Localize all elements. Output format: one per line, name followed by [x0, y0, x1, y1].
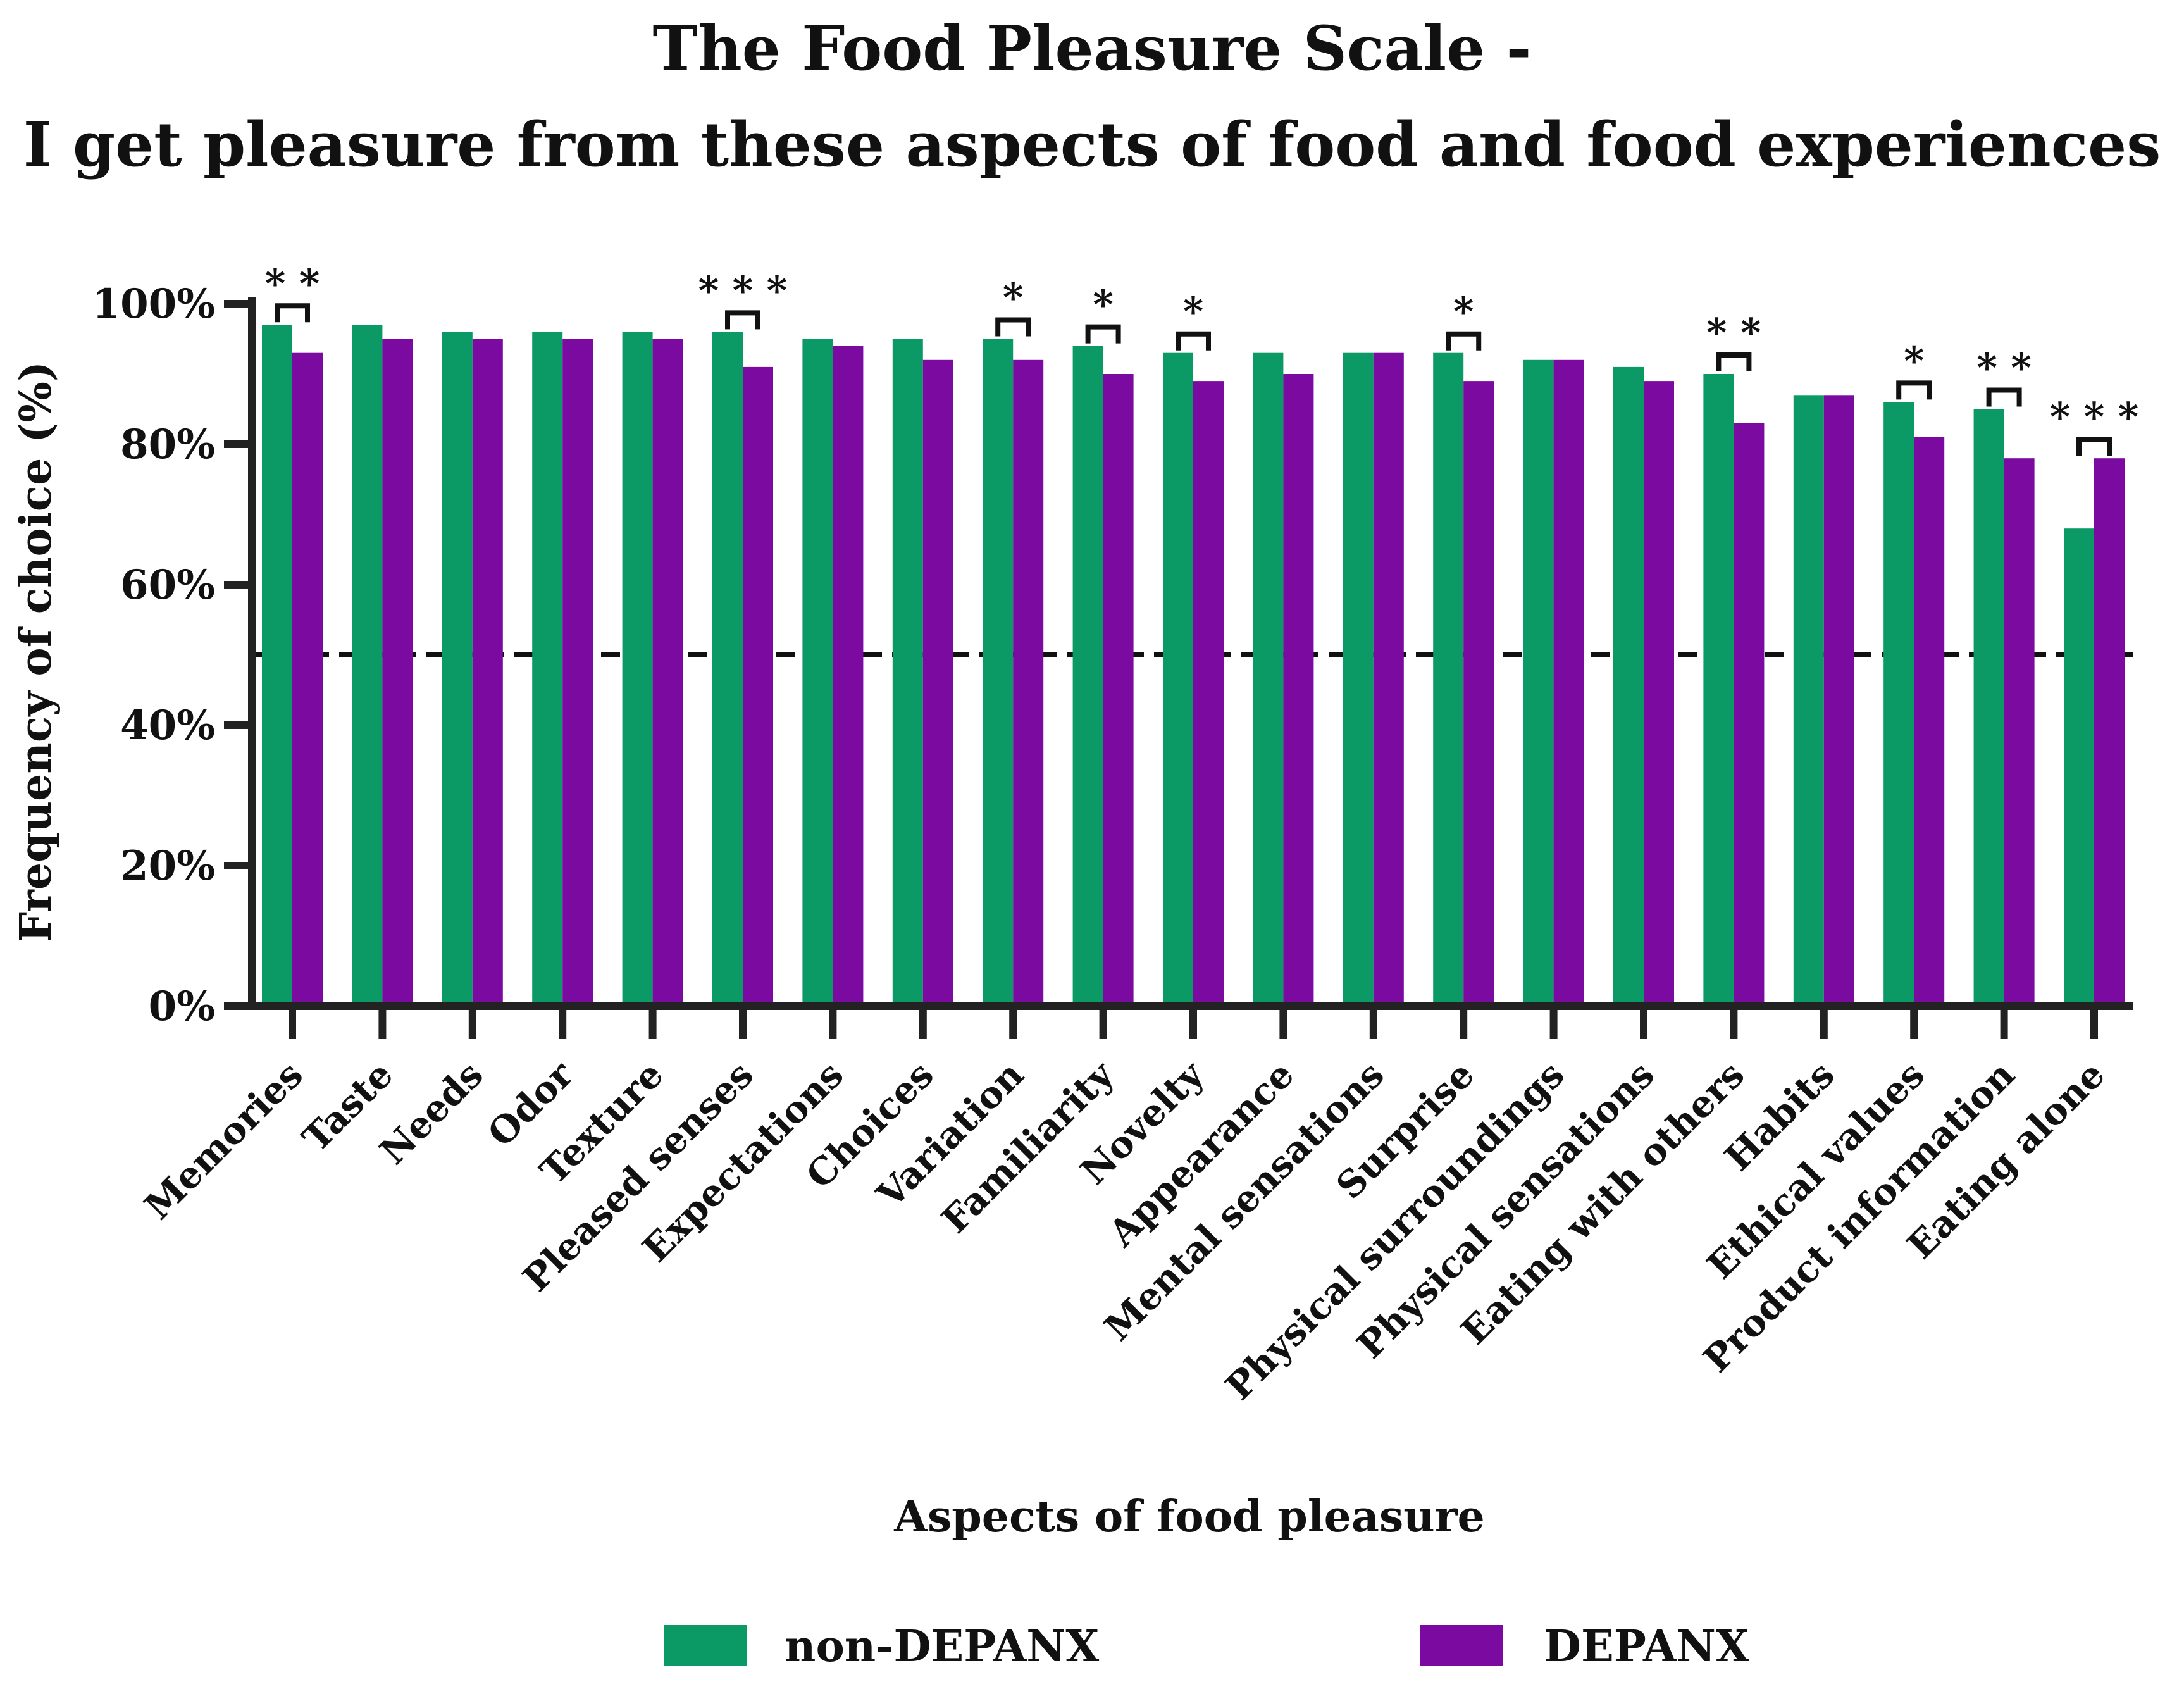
significance-stars-18: * [1904, 337, 1924, 383]
bar-depanx-17 [1823, 395, 1854, 1006]
significance-bracket-18 [1896, 380, 1932, 400]
significance-bracket-5 [725, 310, 760, 330]
bar-depanx-13 [1463, 381, 1494, 1006]
bar-non-depanx-7 [892, 339, 923, 1006]
axes: 0% 20% 40% 60% 80% 100% [92, 280, 2133, 1039]
x-axis-label: Aspects of food pleasure [893, 1492, 1485, 1542]
bar-depanx-18 [1914, 437, 1945, 1006]
significance-bracket-13 [1446, 331, 1482, 351]
significance-stars-9: * [1093, 282, 1113, 328]
bar-non-depanx-13 [1433, 352, 1464, 1007]
bar-depanx-20 [2094, 458, 2125, 1006]
bar-depanx-4 [652, 339, 683, 1006]
chart-title-line-1: The Food Pleasure Scale - [653, 13, 1532, 84]
bar-depanx-10 [1193, 381, 1224, 1006]
x-tick-label-0: Memories [136, 1053, 311, 1228]
significance-stars-16: * * [1706, 309, 1761, 356]
chart-title: The Food Pleasure Scale - I get pleasure… [23, 13, 2161, 180]
legend-label-0: non-DEPANX [785, 1621, 1099, 1672]
bar-non-depanx-15 [1613, 366, 1644, 1006]
bar-depanx-1 [382, 339, 413, 1006]
bar-depanx-11 [1283, 374, 1314, 1006]
bar-non-depanx-20 [2064, 528, 2094, 1006]
significance-bracket-20 [2076, 437, 2112, 456]
bar-depanx-3 [562, 339, 593, 1006]
legend-label-1: DEPANX [1544, 1621, 1749, 1672]
y-tick-label-2: 40% [120, 702, 215, 749]
bar-non-depanx-10 [1163, 352, 1193, 1007]
bar-depanx-19 [2004, 458, 2035, 1006]
significance-bracket-16 [1716, 352, 1752, 371]
significance-stars-0: * * [265, 260, 320, 306]
bar-depanx-8 [1013, 359, 1044, 1006]
bar-depanx-6 [833, 346, 864, 1006]
legend-swatch-0 [664, 1625, 747, 1666]
legend: non-DEPANX DEPANX [664, 1621, 1749, 1672]
bar-depanx-0 [292, 352, 323, 1007]
significance-stars-13: * [1453, 289, 1474, 335]
significance-stars-8: * [1003, 275, 1023, 321]
significance-markers: * * * * * * * * * * * * * * * * * [265, 260, 2138, 456]
bar-non-depanx-17 [1793, 395, 1824, 1006]
significance-bracket-9 [1085, 324, 1121, 344]
bar-depanx-15 [1644, 381, 1674, 1006]
x-tick-label-2: Needs [371, 1053, 492, 1173]
bar-non-depanx-19 [1973, 409, 2004, 1006]
bar-non-depanx-6 [802, 339, 833, 1006]
bar-depanx-14 [1553, 359, 1584, 1006]
legend-swatch-1 [1420, 1625, 1503, 1666]
y-axis-label: Frequency of choice (%) [11, 361, 61, 942]
significance-bracket-8 [995, 317, 1031, 337]
bar-depanx-5 [743, 366, 773, 1006]
bar-depanx-2 [472, 339, 503, 1006]
significance-stars-5: * * * [698, 267, 787, 313]
significance-stars-19: * * [1976, 345, 2031, 391]
bar-non-depanx-3 [532, 332, 563, 1006]
bar-depanx-16 [1734, 423, 1765, 1006]
bar-non-depanx-9 [1072, 346, 1103, 1006]
y-tick-label-4: 80% [120, 421, 215, 468]
bars [262, 325, 2125, 1007]
chart-title-line-2: I get pleasure from these aspects of foo… [23, 109, 2161, 180]
bar-non-depanx-5 [712, 332, 743, 1006]
bar-depanx-12 [1373, 352, 1404, 1007]
bar-non-depanx-4 [622, 332, 653, 1006]
bar-non-depanx-12 [1343, 352, 1374, 1007]
bar-non-depanx-8 [983, 339, 1014, 1006]
significance-stars-10: * [1183, 289, 1203, 335]
bar-non-depanx-1 [352, 325, 383, 1006]
significance-stars-20: * * * [2050, 394, 2138, 440]
bar-non-depanx-16 [1703, 374, 1734, 1006]
significance-bracket-10 [1176, 331, 1211, 351]
bar-depanx-9 [1103, 374, 1134, 1006]
y-tick-label-3: 60% [120, 561, 215, 609]
y-tick-label-1: 20% [120, 842, 215, 890]
bar-non-depanx-2 [442, 332, 473, 1006]
significance-bracket-19 [1986, 387, 2022, 407]
y-tick-label-5: 100% [92, 280, 215, 328]
bar-non-depanx-0 [262, 325, 292, 1006]
y-tick-label-0: 0% [149, 983, 215, 1030]
bar-non-depanx-14 [1523, 359, 1554, 1006]
significance-bracket-0 [275, 303, 310, 323]
bar-non-depanx-11 [1253, 352, 1284, 1007]
bar-non-depanx-18 [1883, 402, 1914, 1006]
bar-depanx-7 [922, 359, 953, 1006]
